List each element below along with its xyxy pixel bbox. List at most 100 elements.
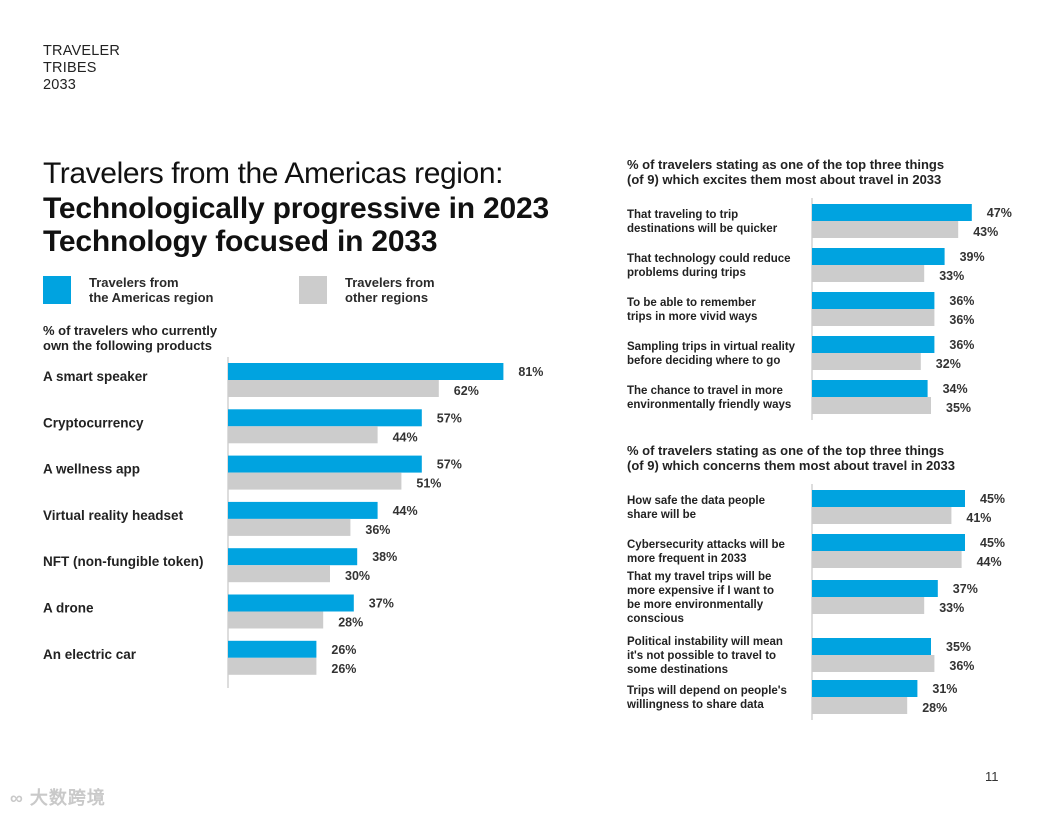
bar-americas [228, 594, 354, 612]
bar-other-regions [812, 507, 952, 524]
page-number: 11 [985, 769, 999, 784]
bar-other-regions [812, 221, 959, 238]
data-label: 34% [943, 382, 968, 396]
bar-other-regions [812, 597, 925, 614]
data-label: 62% [454, 384, 479, 398]
category-label: That my travel trips will be more expensi… [627, 571, 774, 625]
data-label: 44% [393, 504, 418, 518]
bar-other-regions [812, 397, 931, 414]
category-label: NFT (non-fungible token) [43, 554, 203, 569]
data-label: 45% [980, 536, 1005, 550]
category-label: A wellness app [43, 462, 140, 477]
bar-other-regions [228, 611, 324, 629]
data-label: 44% [977, 555, 1002, 569]
data-label: 37% [369, 597, 394, 611]
data-label: 41% [966, 511, 991, 525]
data-label: 30% [345, 569, 370, 583]
data-label: 35% [946, 640, 971, 654]
bar-other-regions [228, 380, 439, 397]
data-label: 36% [949, 338, 974, 352]
data-label: 35% [946, 401, 971, 415]
category-label: That technology could reduce problems dur… [627, 253, 791, 279]
bar-other-regions [228, 472, 402, 490]
bar-americas [812, 336, 935, 353]
bar-americas [812, 490, 965, 507]
data-label: 31% [932, 682, 957, 696]
bar-americas [812, 680, 918, 697]
bar-americas [228, 501, 378, 519]
bar-americas [812, 248, 945, 265]
watermark-text: 大数跨境 [29, 788, 106, 808]
data-label: 26% [331, 662, 356, 676]
chart-title-line: % of travelers who currently [43, 323, 218, 338]
chart-title-line: % of travelers stating as one of the top… [627, 443, 945, 458]
bar-americas [228, 640, 317, 658]
chart-title-concerns: % of travelers stating as one of the top… [627, 443, 955, 473]
category-label: Sampling trips in virtual reality before … [627, 341, 796, 367]
category-label: To be able to remember trips in more vivi… [627, 297, 757, 323]
data-label: 33% [939, 269, 964, 283]
bar-other-regions [812, 551, 962, 568]
bar-americas [812, 638, 931, 655]
bar-americas [812, 292, 935, 309]
chart-title-excites: % of travelers stating as one of the top… [627, 157, 945, 187]
chart-title-products: % of travelers who currently own the fol… [43, 323, 218, 353]
brand-line: TRAVELER [43, 43, 121, 59]
brand-line: 2033 [43, 77, 77, 93]
bar-americas [812, 580, 938, 597]
data-label: 45% [980, 492, 1005, 506]
data-label: 37% [953, 582, 978, 596]
data-label: 28% [338, 616, 363, 630]
bar-other-regions [812, 655, 935, 672]
category-label: Cryptocurrency [43, 415, 144, 430]
watermark-logo: ∞ 大数跨境 [10, 788, 106, 808]
brand-line: TRIBES [43, 60, 97, 76]
legend-label-line: Travelers from [345, 275, 435, 290]
data-label: 38% [372, 550, 397, 564]
brand-logo-text: TRAVELER TRIBES 2033 [43, 43, 120, 94]
data-label: 39% [960, 250, 985, 264]
data-label: 47% [987, 206, 1012, 220]
chart-title-line: (of 9) which excites them most about tra… [627, 171, 942, 187]
legend-swatch-other [299, 276, 327, 304]
bar-americas [228, 548, 358, 566]
data-label: 36% [365, 523, 390, 537]
category-label: That traveling to trip destinations will … [627, 209, 778, 235]
legend-label-line: the Americas region [89, 289, 214, 305]
chart-title-line: own the following products [43, 337, 212, 353]
category-label: Political instability will mean it's not … [627, 636, 783, 676]
category-label: A drone [43, 601, 94, 616]
headline-line-2: Technologically progressive in 2023 [43, 192, 549, 225]
category-label: An electric car [43, 647, 137, 662]
chart-title-line: (of 9) which concerns them most about tr… [627, 457, 955, 473]
headline-line-1: Travelers from the Americas region: [43, 157, 504, 190]
bar-other-regions [812, 265, 925, 282]
chart-title-line: % of travelers stating as one of the top… [627, 157, 945, 172]
bar-americas [228, 455, 422, 473]
bar-americas [812, 380, 928, 397]
data-label: 57% [437, 458, 462, 472]
legend-label-americas: Travelers from the Americas region [89, 275, 269, 305]
data-label: 26% [331, 643, 356, 657]
category-label: Virtual reality headset [43, 508, 184, 523]
bar-other-regions [812, 309, 935, 326]
bar-americas [812, 204, 972, 221]
data-label: 28% [922, 701, 947, 715]
legend-label-line: Travelers from [89, 275, 179, 290]
bar-americas [228, 363, 504, 380]
bar-other-regions [228, 657, 317, 675]
category-label: The chance to travel in more environmenta… [627, 385, 791, 411]
bar-other-regions [228, 565, 330, 583]
data-label: 36% [949, 659, 974, 673]
data-label: 51% [416, 477, 441, 491]
data-label: 57% [437, 411, 462, 425]
data-label: 44% [393, 430, 418, 444]
data-label: 43% [973, 225, 998, 239]
data-label: 32% [936, 357, 961, 371]
bar-americas [812, 534, 965, 551]
category-label: Trips will depend on people's willingness… [626, 685, 787, 711]
bar-other-regions [228, 518, 351, 536]
page-headline: Travelers from the Americas region: Tech… [43, 156, 549, 258]
headline-line-3: Technology focused in 2033 [43, 225, 438, 258]
